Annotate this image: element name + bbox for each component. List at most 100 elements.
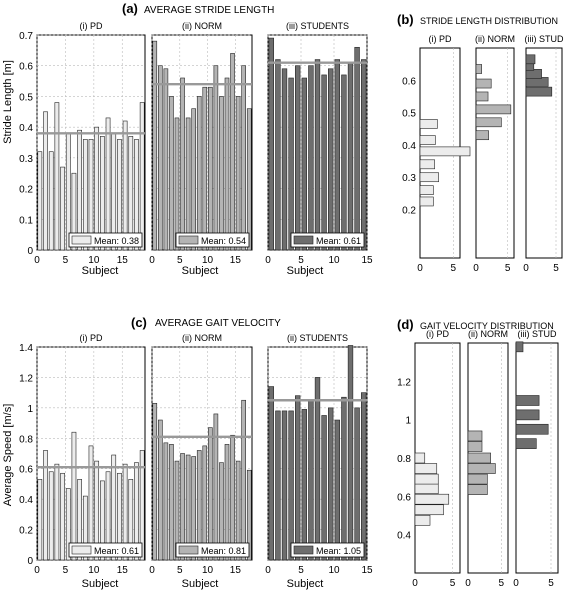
panel-a-sub2-bar (241, 65, 246, 251)
panel-a-sub1-xtick-label: 5 (63, 255, 69, 266)
panel-b-sub1-hist-bar (419, 146, 471, 157)
panel-b-sub1-hist-bar (419, 185, 434, 195)
panel-b-sub1-ytick-label: 0.2 (402, 206, 416, 217)
panel-a-sub2-xtick-label: 10 (202, 255, 214, 266)
panel-c-sub2-bar (158, 419, 163, 561)
panel-c-sub1-ytick-label: 1 (27, 404, 33, 415)
panel-d-sub1-hist-bar (414, 514, 431, 526)
panel-b-title: STRIDE LENGTH DISTRIBUTION (420, 16, 558, 26)
panel-d-sub1-xtick-label: 0 (412, 578, 418, 589)
panel-c-xlabel-2: Subject (182, 578, 219, 590)
panel-d-sub1-hist-bar (414, 493, 450, 505)
panel-b-sub1-hist-bar (419, 196, 434, 207)
panel-d-sub2-hist-bar (467, 441, 483, 452)
panel-a-xlabel-2: Subject (182, 265, 219, 277)
panel-c-sub1-bar (43, 450, 48, 561)
panel-c-sub3-bar (341, 396, 347, 561)
panel-c-sub1-bar (100, 480, 105, 561)
panel-d-sub3-hist-bar (515, 409, 540, 421)
panel-a-sub3-label: (iii) STUDENTS (286, 21, 349, 31)
panel-a-sub1-label: (i) PD (80, 21, 103, 31)
panel-c-sub2-legend-label: Mean: 0.81 (201, 546, 246, 556)
panel-d-sub3-label: (iii) STUD (518, 329, 557, 339)
panel-d-sub3-xtick-label: 5 (548, 578, 554, 589)
panel-c-sub2-xtick-label: 10 (202, 565, 214, 576)
panel-c-sub1-xtick-label: 5 (63, 565, 69, 576)
panel-c-sub3-xtick-label: 5 (298, 565, 304, 576)
panel-c-sub3-legend-swatch (293, 545, 314, 555)
panel-a-sub1-bar (128, 136, 134, 251)
panel-a-sub1-xtick-label: 0 (34, 255, 40, 266)
panel-c-title: AVERAGE GAIT VELOCITY (155, 318, 281, 329)
panel-b-sub1-ytick-label: 0.4 (402, 141, 416, 152)
panel-c-xlabel-3: Subject (287, 578, 324, 590)
panel-a-sub1-ytick-label: 0.7 (19, 31, 33, 42)
panel-a-sub2-xtick-label: 5 (177, 255, 183, 266)
panel-a-sub2-bar (235, 96, 241, 251)
panel-c-sub1-bar (82, 495, 88, 561)
panel-a-sub3-bar (354, 46, 360, 251)
panel-c-sub1-ytick-label: 0.2 (19, 526, 33, 537)
panel-c-letter: (c) (131, 315, 147, 330)
panel-a-sub1-bar (88, 139, 94, 251)
panel-a-sub3-bar (281, 68, 288, 251)
panel-a-sub3-bar (321, 74, 327, 251)
panel-c-sub3-bar (301, 409, 307, 561)
panel-c-sub2-bar (196, 450, 202, 561)
panel-c-sub1-bar (65, 488, 71, 561)
panel-a-sub3-bar (275, 59, 281, 251)
panel-a-sub1-bar (111, 132, 117, 251)
panel-d-title: GAIT VELOCITY DISTRIBUTION (420, 321, 554, 331)
panel-a-sub3-bar (328, 68, 334, 251)
panel-c-sub3-bar (347, 345, 354, 561)
panel-a-sub2-bar (152, 40, 158, 251)
panel-b-sub2-hist-bar (475, 91, 489, 102)
panel-c-sub3-bar (321, 415, 327, 561)
panel-c-sub1-bar (111, 454, 117, 561)
panel-a-sub1-bar (43, 111, 48, 251)
panel-a-sub2-bar (202, 86, 208, 251)
panel-d-sub3-hist-bar (515, 423, 549, 435)
panel-d-sub3-hist-bar (515, 438, 537, 449)
panel-c-sub1-ytick-label: 1.2 (19, 373, 33, 384)
panel-d-sub1-hist-bar (414, 473, 439, 485)
panel-c-sub1-bar (54, 463, 60, 561)
panel-c-sub2-bar (163, 442, 169, 561)
panel-b-sub3-hist-bar (525, 86, 553, 97)
panel-c-sub3-bar (295, 395, 301, 561)
panel-c-sub1-legend-swatch (71, 545, 92, 555)
panel-b-sub1-label: (i) PD (429, 34, 452, 44)
panel-a-sub1-ytick-label: 0.3 (19, 154, 33, 165)
panel-d-sub3-xtick-label: 0 (513, 578, 519, 589)
panel-a-sub3-xtick-label: 5 (298, 255, 304, 266)
panel-a-sub1-ytick-label: 0 (27, 246, 33, 257)
panel-c-sub2-legend-swatch (178, 545, 199, 555)
panel-b-sub1-ytick-label: 0.3 (402, 173, 416, 184)
panel-d-sub1-hist-bar (414, 452, 426, 464)
panel-c-sub3-label: (ii) STUDENTS (287, 333, 348, 343)
panel-c-sub1-legend-label: Mean: 0.61 (94, 546, 139, 556)
panel-c-sub2-bar (241, 399, 246, 561)
panel-a-letter: (a) (122, 1, 138, 16)
panel-b-sub2-xtick-label: 0 (473, 263, 479, 274)
panel-a-sub1-legend-label: Mean: 0.38 (94, 236, 139, 246)
panel-d-sub2-xtick-label: 5 (499, 578, 505, 589)
panel-d-sub2-hist-bar (467, 473, 488, 485)
panel-c-sub1-ytick-label: 0 (27, 556, 33, 567)
panel-a-sub1-bar (117, 139, 122, 251)
panel-d-letter: (d) (397, 317, 414, 332)
panel-c-sub1-ytick-label: 1.4 (19, 343, 33, 354)
panel-c-sub2-bar (152, 402, 158, 561)
panel-c-sub3-bar (328, 407, 334, 561)
panel-c-sub3-bar (281, 410, 288, 561)
panel-a-sub1-xtick-label: 10 (88, 255, 100, 266)
panel-c-sub3-xtick-label: 0 (265, 565, 271, 576)
panel-c-sub2-bar (235, 460, 241, 561)
panel-c-sub3-legend-label: Mean: 1.05 (316, 546, 361, 556)
panel-b-sub3-xtick-label: 0 (523, 263, 529, 274)
panel-c-ylabel: Average Speed [m/s] (2, 404, 14, 507)
panel-a-sub1-bar (54, 102, 60, 251)
panel-c-sub1-xtick-label: 0 (34, 565, 40, 576)
panel-c-sub1-bar (94, 460, 100, 561)
panel-a-sub2-bar (224, 77, 230, 251)
